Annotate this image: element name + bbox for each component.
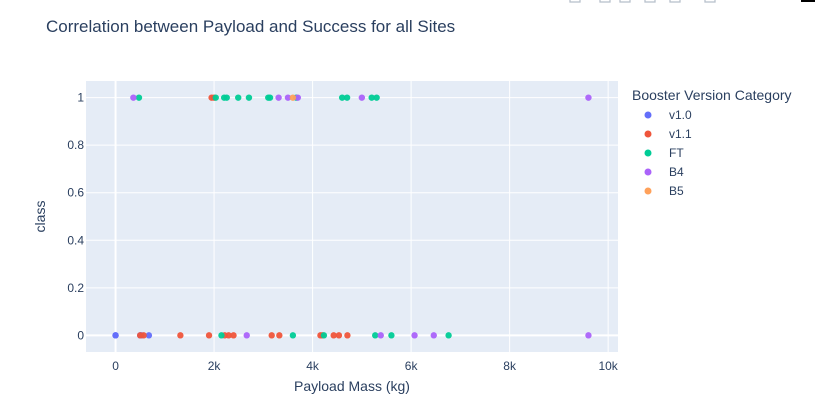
y-axis-title: class bbox=[32, 201, 48, 233]
data-point[interactable] bbox=[343, 94, 351, 101]
x-tick-label: 8k bbox=[503, 359, 517, 373]
series-B5 bbox=[289, 94, 297, 101]
y-tick-label: 0.2 bbox=[67, 281, 84, 295]
pan-icon[interactable] bbox=[599, 0, 611, 3]
gridlines bbox=[86, 81, 618, 352]
legend-marker bbox=[644, 130, 652, 138]
data-point[interactable] bbox=[223, 94, 230, 101]
data-point[interactable] bbox=[585, 332, 592, 339]
data-point[interactable] bbox=[377, 332, 384, 339]
data-point[interactable] bbox=[218, 332, 225, 339]
x-tick-label: 4k bbox=[306, 359, 320, 373]
data-point[interactable] bbox=[445, 332, 452, 339]
data-point[interactable] bbox=[145, 332, 153, 339]
data-point[interactable] bbox=[245, 94, 253, 101]
data-point[interactable] bbox=[225, 332, 232, 339]
data-point[interactable] bbox=[130, 94, 137, 101]
legend-marker bbox=[644, 149, 652, 157]
data-point[interactable] bbox=[289, 94, 297, 101]
data-point[interactable] bbox=[275, 94, 282, 101]
series-B4 bbox=[130, 94, 592, 339]
legend-item-B5[interactable]: B5 bbox=[644, 184, 685, 198]
data-point[interactable] bbox=[243, 332, 250, 339]
data-point[interactable] bbox=[294, 94, 302, 101]
legend-title: Booster Version Category bbox=[632, 87, 792, 103]
data-point[interactable] bbox=[344, 332, 351, 339]
x-tick-label: 0 bbox=[112, 359, 119, 373]
data-point[interactable] bbox=[205, 332, 213, 339]
legend-item-v1-1[interactable]: v1.1 bbox=[644, 127, 693, 141]
chart-title: Correlation between Payload and Success … bbox=[46, 17, 455, 36]
plot-area[interactable] bbox=[86, 81, 618, 352]
data-point[interactable] bbox=[289, 332, 297, 339]
zoom-out-icon[interactable] bbox=[644, 0, 656, 3]
x-tick-label: 2k bbox=[208, 359, 222, 373]
y-tick-label: 0 bbox=[77, 328, 84, 342]
data-point[interactable] bbox=[368, 94, 375, 101]
data-point[interactable] bbox=[585, 94, 592, 101]
x-tick-label: 6k bbox=[405, 359, 419, 373]
data-points bbox=[112, 94, 592, 339]
plotly-logo-icon[interactable] bbox=[801, 0, 815, 2]
data-point[interactable] bbox=[430, 332, 437, 339]
legend-label: B5 bbox=[669, 184, 684, 198]
legend-item-B4[interactable]: B4 bbox=[644, 165, 685, 179]
legend-marker bbox=[644, 168, 652, 176]
data-point[interactable] bbox=[140, 332, 147, 339]
data-point[interactable] bbox=[235, 94, 242, 101]
data-point[interactable] bbox=[266, 94, 274, 101]
data-point[interactable] bbox=[411, 332, 418, 339]
data-point[interactable] bbox=[388, 332, 395, 339]
data-point[interactable] bbox=[284, 94, 292, 101]
y-tick-label: 0.4 bbox=[67, 233, 84, 247]
legend-marker bbox=[644, 187, 652, 195]
x-tick-label: 10k bbox=[598, 359, 618, 373]
legend-label: v1.1 bbox=[669, 127, 692, 141]
legend-item-v1-0[interactable]: v1.0 bbox=[644, 108, 693, 122]
legend-marker bbox=[644, 111, 652, 119]
data-point[interactable] bbox=[338, 94, 346, 101]
data-point[interactable] bbox=[372, 332, 379, 339]
data-point[interactable] bbox=[276, 332, 283, 339]
y-tick-labels: 0 0.2 0.4 0.6 0.8 1 bbox=[67, 91, 84, 343]
y-tick-label: 0.8 bbox=[67, 138, 84, 152]
legend-label: FT bbox=[669, 146, 684, 160]
data-point[interactable] bbox=[320, 332, 328, 339]
autoscale-icon[interactable] bbox=[669, 0, 681, 3]
modebar[interactable] bbox=[569, 0, 815, 3]
data-point[interactable] bbox=[212, 94, 219, 101]
data-point[interactable] bbox=[268, 332, 275, 339]
data-point[interactable] bbox=[135, 94, 143, 101]
data-point[interactable] bbox=[177, 332, 184, 339]
zoom-icon[interactable] bbox=[569, 0, 581, 3]
data-point[interactable] bbox=[330, 332, 337, 339]
y-tick-label: 1 bbox=[77, 91, 84, 105]
zoom-in-icon[interactable] bbox=[619, 0, 631, 3]
legend[interactable]: Booster Version Category v1.0 v1.1 FT B4 B5 bbox=[632, 87, 792, 198]
data-point[interactable] bbox=[335, 332, 343, 339]
data-point[interactable] bbox=[373, 94, 380, 101]
reset-axes-icon[interactable] bbox=[704, 0, 716, 3]
x-axis-title: Payload Mass (kg) bbox=[294, 378, 410, 394]
y-tick-label: 0.6 bbox=[67, 186, 84, 200]
data-point[interactable] bbox=[230, 332, 237, 339]
legend-item-FT[interactable]: FT bbox=[644, 146, 685, 160]
data-point[interactable] bbox=[112, 332, 119, 339]
x-tick-labels: 0 2k 4k 6k 8k 10k bbox=[112, 359, 619, 373]
legend-label: v1.0 bbox=[669, 108, 692, 122]
data-point[interactable] bbox=[358, 94, 366, 101]
legend-label: B4 bbox=[669, 165, 684, 179]
